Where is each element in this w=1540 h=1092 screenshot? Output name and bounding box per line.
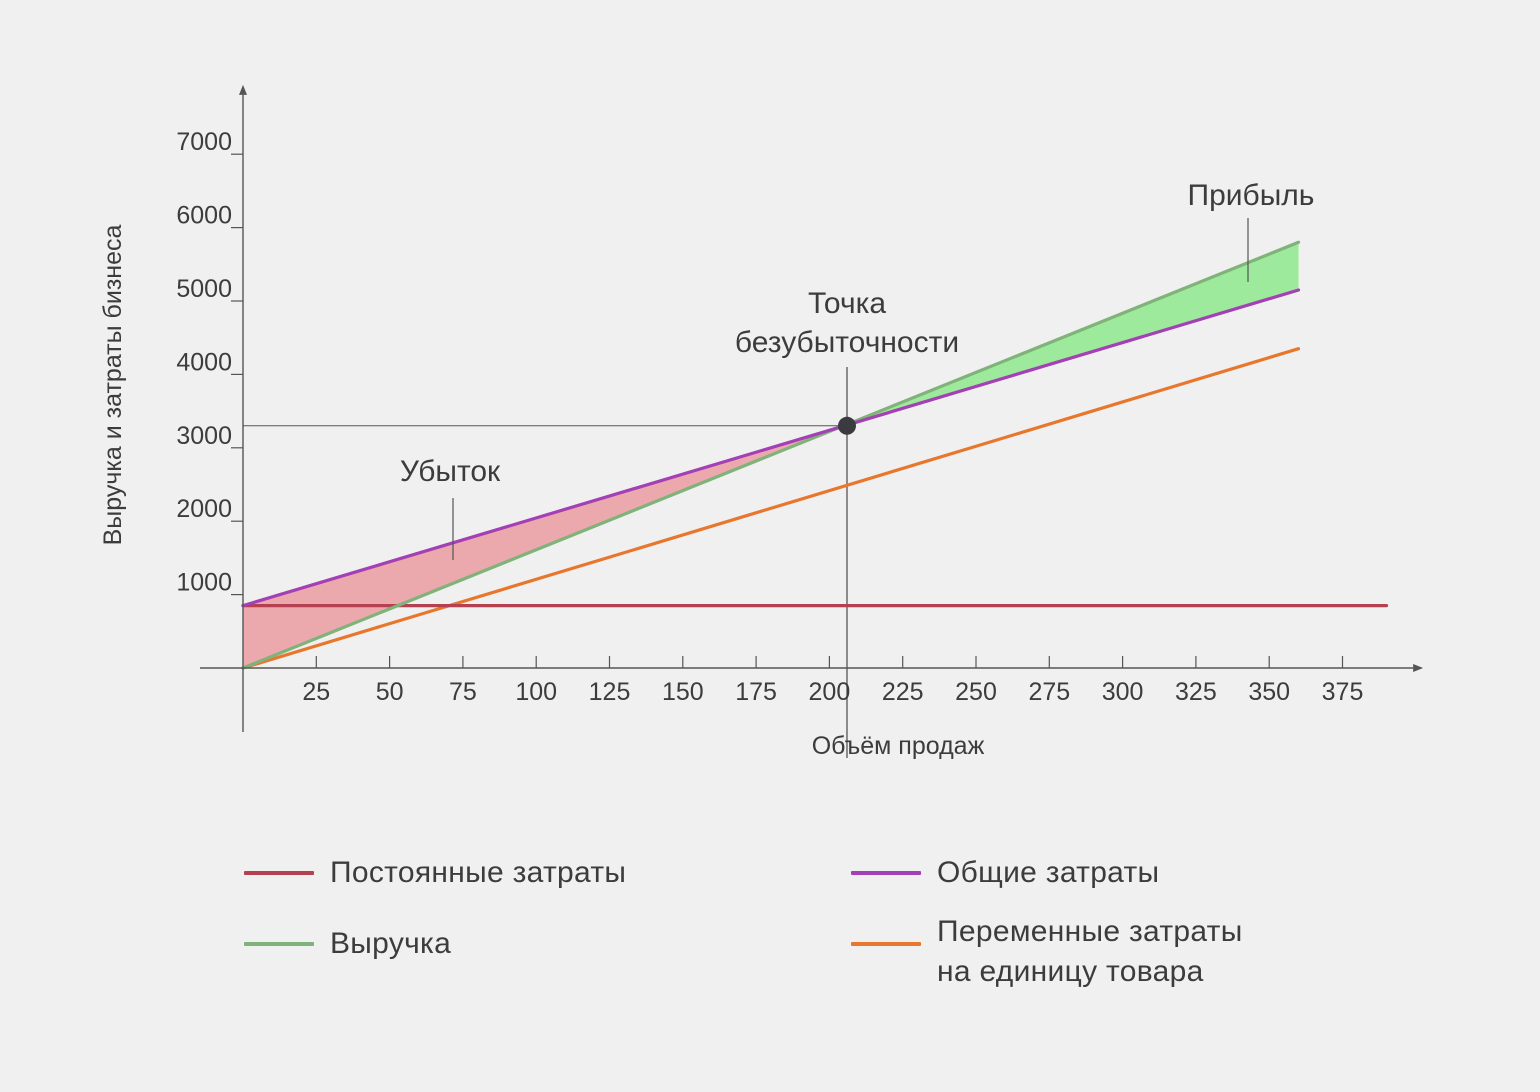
series-line-variable-costs — [241, 347, 1301, 670]
loss-label: Убыток — [400, 455, 501, 488]
ticks: 25 50 75 100 125 150 175 200 225 250 275 300 325 350 3… — [176, 128, 1363, 706]
x-tick-label-150: 150 — [662, 678, 704, 706]
annotations: Убыток Прибыль Точка безубыточности — [400, 179, 1315, 560]
y-axis-label: Выручка и затраты бизнеса — [99, 225, 127, 546]
legend-item-fixed-costs: Постоянные затраты — [244, 853, 626, 893]
y-axis-arrow — [239, 84, 247, 95]
x-tick-label-100: 100 — [515, 678, 557, 706]
legend-label-revenue: Выручка — [330, 927, 452, 960]
x-tick-label-125: 125 — [589, 678, 631, 706]
x-tick-label-350: 350 — [1248, 678, 1290, 706]
legend-label-total-costs: Общие затраты — [937, 856, 1160, 889]
x-axis-label: Объём продаж — [812, 732, 985, 760]
legend-label-fixed-costs: Постоянные затраты — [330, 856, 627, 889]
y-tick-label-3000: 3000 — [176, 422, 232, 450]
legend-label-variable-costs: Переменные затраты на единицу товара — [937, 915, 1243, 988]
break-even-label-line-2: безубыточности — [735, 326, 959, 359]
y-tick-label-5000: 5000 — [176, 275, 232, 303]
y-tick-label-1000: 1000 — [176, 569, 232, 597]
series-lines — [241, 240, 1389, 670]
legend-item-revenue: Выручка — [244, 924, 451, 964]
y-tick-label-7000: 7000 — [176, 128, 232, 156]
x-tick-label-300: 300 — [1102, 678, 1144, 706]
x-tick-label-250: 250 — [955, 678, 997, 706]
break-even-point — [837, 416, 856, 435]
break-even-label: Точка безубыточности — [735, 287, 959, 359]
x-tick-label-75: 75 — [449, 678, 477, 706]
x-tick-label-25: 25 — [302, 678, 330, 706]
x-tick-label-50: 50 — [376, 678, 404, 706]
x-axis-arrow — [1413, 664, 1424, 672]
y-tick-label-2000: 2000 — [176, 495, 232, 523]
series-line-revenue — [241, 240, 1301, 670]
x-tick-label-275: 275 — [1028, 678, 1070, 706]
series-line-total-costs — [241, 288, 1301, 608]
legend-item-variable-costs: Переменные затраты на единицу товара — [851, 912, 1243, 992]
legend-swatch-revenue — [244, 942, 314, 946]
x-tick-label-225: 225 — [882, 678, 924, 706]
legend-swatch-variable-costs — [851, 942, 921, 946]
profit-label: Прибыль — [1188, 179, 1315, 212]
x-tick-label-375: 375 — [1322, 678, 1364, 706]
x-tick-label-175: 175 — [735, 678, 777, 706]
x-tick-label-200: 200 — [809, 678, 851, 706]
break-even-label-line-1: Точка — [808, 287, 886, 320]
legend-item-total-costs: Общие затраты — [851, 853, 1159, 893]
legend-swatch-total-costs — [851, 871, 921, 875]
y-tick-label-6000: 6000 — [176, 202, 232, 230]
legend-swatch-fixed-costs — [244, 871, 314, 875]
y-tick-label-4000: 4000 — [176, 348, 232, 376]
axes — [200, 84, 1424, 732]
chart: 25 50 75 100 125 150 175 200 225 250 275 300 325 350 3… — [99, 84, 1424, 760]
x-tick-label-325: 325 — [1175, 678, 1217, 706]
